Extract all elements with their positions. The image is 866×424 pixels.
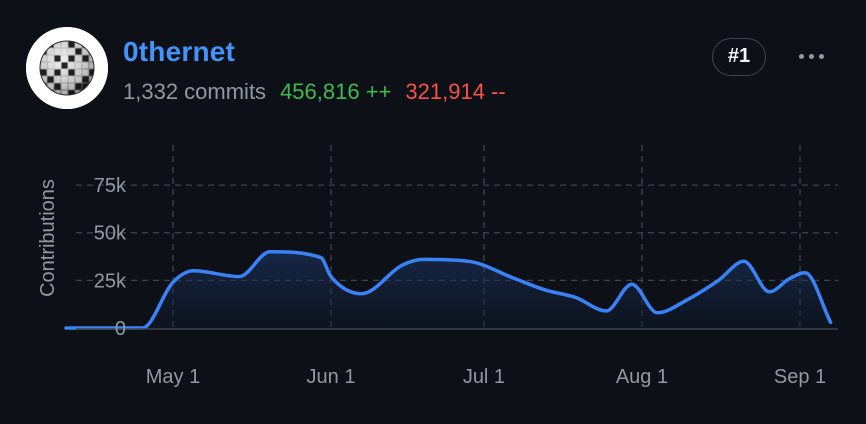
y-tick-label: 50k: [94, 223, 127, 245]
y-tick-label: 75k: [94, 175, 127, 197]
deletions-count: 321,914 --: [405, 79, 506, 104]
commit-count: 1,332 commits: [123, 79, 267, 104]
y-tick-label: 0: [115, 318, 126, 340]
contributions-area: [66, 251, 831, 328]
more-options-button[interactable]: [790, 40, 832, 72]
stats-row: 1,332 commits 456,816 ++ 321,914 --: [123, 78, 506, 106]
additions-count: 456,816 ++: [280, 79, 392, 104]
x-tick-label: Jun 1: [307, 366, 356, 388]
kebab-horizontal-icon: [798, 53, 804, 59]
disco-ball-avatar: [26, 27, 108, 109]
x-tick-label: Sep 1: [774, 366, 826, 388]
y-axis-label: Contributions: [37, 179, 59, 297]
kebab-dot: [818, 53, 824, 59]
x-tick-label: Aug 1: [616, 366, 668, 388]
x-tick-label: Jul 1: [463, 366, 505, 388]
username-link[interactable]: 0thernet: [123, 36, 236, 67]
x-tick-label: May 1: [146, 366, 200, 388]
kebab-dot: [808, 53, 814, 59]
rank-badge: #1: [712, 38, 766, 76]
contributions-line: [64, 250, 833, 330]
avatar[interactable]: [26, 27, 108, 109]
y-tick-label: 25k: [94, 270, 127, 292]
